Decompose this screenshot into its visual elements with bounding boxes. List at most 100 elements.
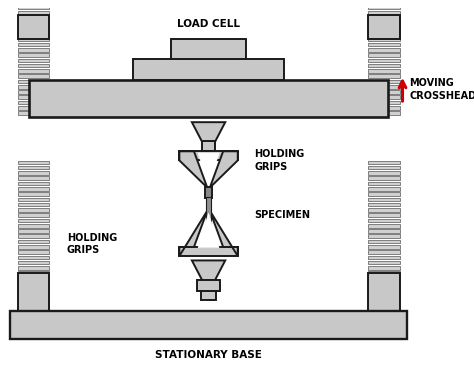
Polygon shape bbox=[179, 211, 207, 256]
Bar bbox=[18, 53, 49, 57]
Bar bbox=[368, 219, 400, 222]
Bar bbox=[18, 85, 49, 89]
Bar bbox=[197, 280, 220, 291]
Bar bbox=[368, 192, 400, 196]
Bar bbox=[368, 32, 400, 36]
Bar bbox=[18, 219, 49, 222]
Bar bbox=[18, 6, 49, 9]
Text: SPECIMEN: SPECIMEN bbox=[255, 210, 310, 220]
Text: MOVING
CROSSHEAD: MOVING CROSSHEAD bbox=[410, 78, 474, 101]
Bar bbox=[368, 235, 400, 238]
Bar bbox=[368, 80, 400, 83]
Text: HOLDING
GRIPS: HOLDING GRIPS bbox=[255, 149, 305, 172]
Bar bbox=[368, 96, 400, 99]
Bar bbox=[368, 197, 400, 201]
Bar bbox=[368, 15, 400, 39]
Bar bbox=[368, 273, 400, 312]
Bar bbox=[18, 11, 49, 15]
Bar bbox=[18, 261, 49, 265]
Bar bbox=[201, 291, 216, 301]
Text: LOAD CELL: LOAD CELL bbox=[177, 19, 240, 29]
Bar bbox=[18, 27, 49, 30]
Bar bbox=[368, 85, 400, 89]
Bar bbox=[18, 43, 49, 46]
Bar bbox=[171, 39, 246, 58]
Bar bbox=[18, 271, 49, 275]
Bar bbox=[18, 192, 49, 196]
Bar bbox=[368, 0, 400, 4]
Bar bbox=[18, 74, 49, 78]
Bar bbox=[368, 22, 400, 25]
Bar bbox=[368, 16, 400, 20]
Bar bbox=[206, 197, 211, 235]
Bar bbox=[368, 213, 400, 217]
Bar bbox=[368, 203, 400, 207]
Bar bbox=[368, 166, 400, 169]
Bar bbox=[18, 22, 49, 25]
Polygon shape bbox=[192, 260, 225, 280]
Bar bbox=[18, 58, 49, 62]
Text: STATIONARY BASE: STATIONARY BASE bbox=[155, 350, 262, 360]
Bar bbox=[18, 90, 49, 94]
Bar bbox=[18, 176, 49, 180]
Bar bbox=[368, 58, 400, 62]
Bar bbox=[368, 229, 400, 233]
Bar bbox=[18, 32, 49, 36]
Bar bbox=[179, 247, 238, 256]
Bar bbox=[18, 101, 49, 104]
Bar bbox=[368, 176, 400, 180]
Bar bbox=[205, 187, 212, 197]
Bar bbox=[368, 101, 400, 104]
Bar bbox=[368, 161, 400, 164]
Bar bbox=[134, 58, 283, 80]
Bar bbox=[18, 64, 49, 67]
Polygon shape bbox=[210, 211, 238, 256]
Bar bbox=[18, 80, 49, 83]
Bar bbox=[18, 111, 49, 115]
Bar bbox=[29, 80, 388, 117]
Bar bbox=[18, 235, 49, 238]
Bar bbox=[18, 208, 49, 212]
Bar bbox=[18, 96, 49, 99]
Bar bbox=[18, 229, 49, 233]
Bar bbox=[368, 6, 400, 9]
Polygon shape bbox=[179, 151, 207, 188]
Bar bbox=[179, 151, 238, 160]
Polygon shape bbox=[198, 153, 219, 186]
Bar bbox=[202, 141, 215, 151]
Bar bbox=[18, 161, 49, 164]
Bar bbox=[18, 69, 49, 73]
Bar bbox=[18, 266, 49, 270]
Bar bbox=[368, 106, 400, 110]
Bar bbox=[368, 271, 400, 275]
Bar bbox=[368, 255, 400, 259]
Bar bbox=[18, 273, 49, 312]
Bar bbox=[18, 106, 49, 110]
Bar bbox=[368, 266, 400, 270]
Bar bbox=[368, 208, 400, 212]
Bar bbox=[18, 250, 49, 254]
Bar bbox=[18, 182, 49, 185]
Bar bbox=[368, 240, 400, 243]
Bar bbox=[18, 38, 49, 41]
Bar bbox=[18, 224, 49, 227]
Bar bbox=[18, 171, 49, 175]
Bar bbox=[368, 64, 400, 67]
Bar bbox=[18, 15, 49, 39]
Bar bbox=[368, 69, 400, 73]
Bar bbox=[18, 197, 49, 201]
Bar bbox=[10, 312, 407, 339]
Bar bbox=[368, 43, 400, 46]
Bar bbox=[368, 182, 400, 185]
Bar bbox=[18, 0, 49, 4]
Bar bbox=[18, 187, 49, 191]
Text: HOLDING
GRIPS: HOLDING GRIPS bbox=[67, 233, 117, 255]
Bar bbox=[18, 16, 49, 20]
Bar bbox=[18, 255, 49, 259]
Bar bbox=[368, 90, 400, 94]
Bar bbox=[368, 245, 400, 249]
Bar bbox=[368, 53, 400, 57]
Polygon shape bbox=[210, 151, 238, 188]
Polygon shape bbox=[198, 213, 219, 248]
Bar bbox=[205, 236, 212, 246]
